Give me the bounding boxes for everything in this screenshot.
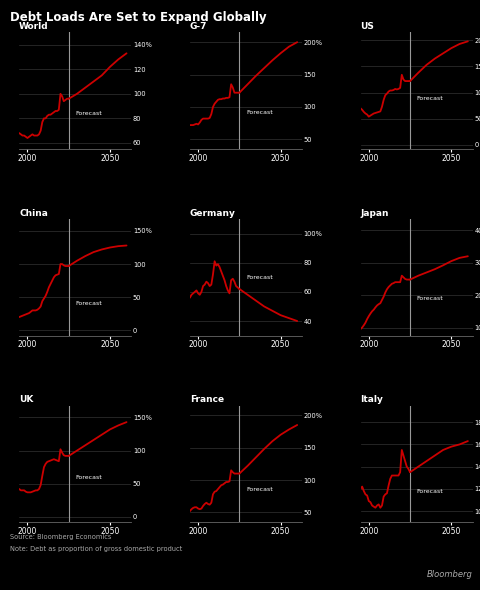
- Text: UK: UK: [19, 395, 34, 404]
- Text: China: China: [19, 208, 48, 218]
- Text: Source: Bloomberg Economics: Source: Bloomberg Economics: [10, 534, 111, 540]
- Text: Forecast: Forecast: [246, 275, 273, 280]
- Text: Forecast: Forecast: [75, 301, 102, 306]
- Text: Forecast: Forecast: [417, 96, 444, 101]
- Text: Forecast: Forecast: [246, 487, 273, 491]
- Text: Forecast: Forecast: [417, 297, 444, 301]
- Text: France: France: [190, 395, 224, 404]
- Text: Italy: Italy: [360, 395, 384, 404]
- Text: Note: Debt as proportion of gross domestic product: Note: Debt as proportion of gross domest…: [10, 546, 182, 552]
- Text: Forecast: Forecast: [75, 474, 102, 480]
- Text: Germany: Germany: [190, 208, 236, 218]
- Text: Japan: Japan: [360, 208, 389, 218]
- Text: Forecast: Forecast: [417, 489, 444, 494]
- Text: Bloomberg: Bloomberg: [427, 571, 473, 579]
- Text: Forecast: Forecast: [75, 111, 102, 116]
- Text: G-7: G-7: [190, 22, 207, 31]
- Text: Debt Loads Are Set to Expand Globally: Debt Loads Are Set to Expand Globally: [10, 11, 266, 24]
- Text: US: US: [360, 22, 374, 31]
- Text: World: World: [19, 22, 49, 31]
- Text: Forecast: Forecast: [246, 110, 273, 114]
